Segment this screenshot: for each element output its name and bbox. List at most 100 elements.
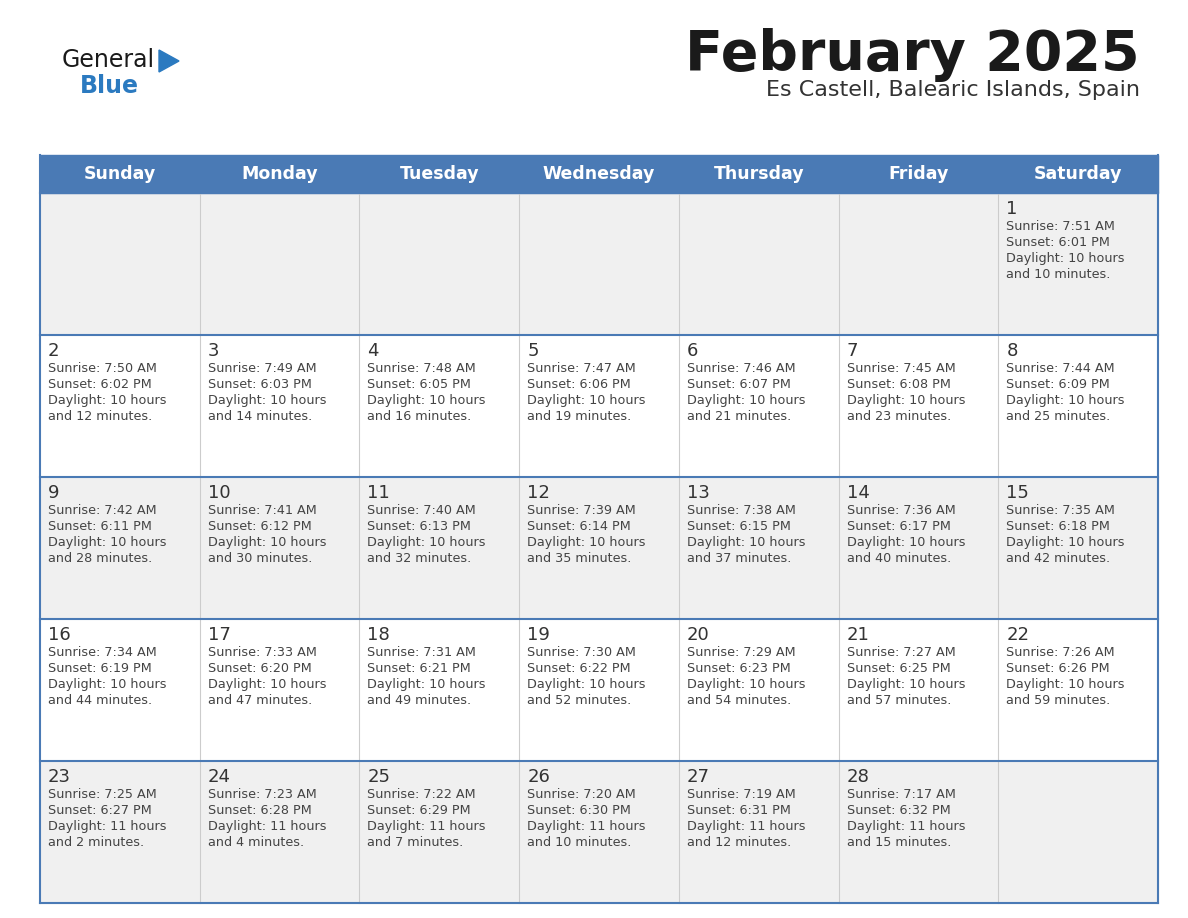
Text: 15: 15 — [1006, 484, 1029, 502]
Text: Sunrise: 7:45 AM: Sunrise: 7:45 AM — [847, 362, 955, 375]
Text: 12: 12 — [527, 484, 550, 502]
Text: 19: 19 — [527, 626, 550, 644]
Text: Daylight: 11 hours: Daylight: 11 hours — [687, 820, 805, 833]
Text: Sunrise: 7:44 AM: Sunrise: 7:44 AM — [1006, 362, 1114, 375]
Text: Sunset: 6:23 PM: Sunset: 6:23 PM — [687, 662, 790, 675]
Text: Sunset: 6:28 PM: Sunset: 6:28 PM — [208, 804, 311, 817]
Text: Wednesday: Wednesday — [543, 165, 656, 183]
Text: Sunrise: 7:30 AM: Sunrise: 7:30 AM — [527, 646, 636, 659]
Text: Friday: Friday — [889, 165, 948, 183]
Text: General: General — [62, 48, 156, 72]
Text: Sunset: 6:29 PM: Sunset: 6:29 PM — [367, 804, 472, 817]
Text: Sunrise: 7:34 AM: Sunrise: 7:34 AM — [48, 646, 157, 659]
Text: Sunrise: 7:46 AM: Sunrise: 7:46 AM — [687, 362, 796, 375]
Text: and 44 minutes.: and 44 minutes. — [48, 694, 152, 707]
Text: and 21 minutes.: and 21 minutes. — [687, 410, 791, 423]
Text: and 28 minutes.: and 28 minutes. — [48, 552, 152, 565]
Text: and 12 minutes.: and 12 minutes. — [48, 410, 152, 423]
Text: Thursday: Thursday — [714, 165, 804, 183]
Text: Sunset: 6:05 PM: Sunset: 6:05 PM — [367, 378, 472, 391]
Text: Sunrise: 7:23 AM: Sunrise: 7:23 AM — [208, 788, 316, 801]
Text: and 25 minutes.: and 25 minutes. — [1006, 410, 1111, 423]
Text: 17: 17 — [208, 626, 230, 644]
Text: Sunrise: 7:47 AM: Sunrise: 7:47 AM — [527, 362, 636, 375]
Text: and 23 minutes.: and 23 minutes. — [847, 410, 950, 423]
Text: and 7 minutes.: and 7 minutes. — [367, 836, 463, 849]
Text: Daylight: 10 hours: Daylight: 10 hours — [1006, 394, 1125, 407]
Bar — [40, 477, 1158, 619]
Text: Sunrise: 7:35 AM: Sunrise: 7:35 AM — [1006, 504, 1116, 517]
Text: Sunset: 6:06 PM: Sunset: 6:06 PM — [527, 378, 631, 391]
Text: Sunset: 6:21 PM: Sunset: 6:21 PM — [367, 662, 472, 675]
Text: Daylight: 11 hours: Daylight: 11 hours — [527, 820, 645, 833]
Text: Sunset: 6:22 PM: Sunset: 6:22 PM — [527, 662, 631, 675]
Text: Sunset: 6:25 PM: Sunset: 6:25 PM — [847, 662, 950, 675]
Text: 6: 6 — [687, 342, 699, 360]
Text: Daylight: 10 hours: Daylight: 10 hours — [48, 394, 166, 407]
Text: Sunrise: 7:40 AM: Sunrise: 7:40 AM — [367, 504, 476, 517]
Text: Daylight: 11 hours: Daylight: 11 hours — [48, 820, 166, 833]
Text: 10: 10 — [208, 484, 230, 502]
Text: Sunset: 6:12 PM: Sunset: 6:12 PM — [208, 520, 311, 533]
Text: Sunrise: 7:17 AM: Sunrise: 7:17 AM — [847, 788, 955, 801]
Text: Sunset: 6:31 PM: Sunset: 6:31 PM — [687, 804, 791, 817]
Text: 5: 5 — [527, 342, 538, 360]
Text: Sunset: 6:07 PM: Sunset: 6:07 PM — [687, 378, 791, 391]
Text: 8: 8 — [1006, 342, 1018, 360]
Text: and 30 minutes.: and 30 minutes. — [208, 552, 312, 565]
Text: Sunset: 6:27 PM: Sunset: 6:27 PM — [48, 804, 152, 817]
Polygon shape — [159, 50, 179, 72]
Text: 24: 24 — [208, 768, 230, 786]
Text: 25: 25 — [367, 768, 391, 786]
Text: and 47 minutes.: and 47 minutes. — [208, 694, 312, 707]
Text: Sunrise: 7:27 AM: Sunrise: 7:27 AM — [847, 646, 955, 659]
Text: Daylight: 10 hours: Daylight: 10 hours — [208, 536, 327, 549]
Text: Sunset: 6:03 PM: Sunset: 6:03 PM — [208, 378, 311, 391]
Text: Blue: Blue — [80, 74, 139, 98]
Text: Sunset: 6:01 PM: Sunset: 6:01 PM — [1006, 236, 1110, 249]
Text: Sunrise: 7:29 AM: Sunrise: 7:29 AM — [687, 646, 796, 659]
Text: Daylight: 10 hours: Daylight: 10 hours — [847, 394, 965, 407]
Text: Sunrise: 7:26 AM: Sunrise: 7:26 AM — [1006, 646, 1114, 659]
Text: Sunrise: 7:51 AM: Sunrise: 7:51 AM — [1006, 220, 1116, 233]
Text: Daylight: 10 hours: Daylight: 10 hours — [847, 536, 965, 549]
Text: Sunrise: 7:36 AM: Sunrise: 7:36 AM — [847, 504, 955, 517]
Text: Daylight: 10 hours: Daylight: 10 hours — [527, 394, 645, 407]
Text: Sunset: 6:13 PM: Sunset: 6:13 PM — [367, 520, 472, 533]
Text: and 2 minutes.: and 2 minutes. — [48, 836, 144, 849]
Text: and 35 minutes.: and 35 minutes. — [527, 552, 632, 565]
Text: and 10 minutes.: and 10 minutes. — [527, 836, 632, 849]
Text: Sunrise: 7:48 AM: Sunrise: 7:48 AM — [367, 362, 476, 375]
Text: 4: 4 — [367, 342, 379, 360]
Text: 16: 16 — [48, 626, 71, 644]
Text: and 32 minutes.: and 32 minutes. — [367, 552, 472, 565]
Bar — [40, 155, 1158, 193]
Text: 18: 18 — [367, 626, 390, 644]
Text: Sunset: 6:09 PM: Sunset: 6:09 PM — [1006, 378, 1110, 391]
Text: Daylight: 10 hours: Daylight: 10 hours — [1006, 252, 1125, 265]
Text: and 10 minutes.: and 10 minutes. — [1006, 268, 1111, 281]
Text: 7: 7 — [847, 342, 858, 360]
Text: and 54 minutes.: and 54 minutes. — [687, 694, 791, 707]
Text: Daylight: 11 hours: Daylight: 11 hours — [208, 820, 327, 833]
Text: Daylight: 10 hours: Daylight: 10 hours — [687, 536, 805, 549]
Text: Sunrise: 7:50 AM: Sunrise: 7:50 AM — [48, 362, 157, 375]
Text: Daylight: 11 hours: Daylight: 11 hours — [367, 820, 486, 833]
Text: 1: 1 — [1006, 200, 1018, 218]
Text: 3: 3 — [208, 342, 220, 360]
Text: and 52 minutes.: and 52 minutes. — [527, 694, 631, 707]
Text: Daylight: 10 hours: Daylight: 10 hours — [208, 394, 327, 407]
Text: and 59 minutes.: and 59 minutes. — [1006, 694, 1111, 707]
Text: Sunset: 6:02 PM: Sunset: 6:02 PM — [48, 378, 152, 391]
Bar — [40, 619, 1158, 761]
Text: Sunrise: 7:49 AM: Sunrise: 7:49 AM — [208, 362, 316, 375]
Text: Daylight: 10 hours: Daylight: 10 hours — [48, 678, 166, 691]
Text: and 49 minutes.: and 49 minutes. — [367, 694, 472, 707]
Text: February 2025: February 2025 — [685, 28, 1140, 82]
Text: Daylight: 10 hours: Daylight: 10 hours — [367, 536, 486, 549]
Text: 2: 2 — [48, 342, 59, 360]
Bar — [40, 761, 1158, 903]
Text: 23: 23 — [48, 768, 71, 786]
Text: and 16 minutes.: and 16 minutes. — [367, 410, 472, 423]
Text: 26: 26 — [527, 768, 550, 786]
